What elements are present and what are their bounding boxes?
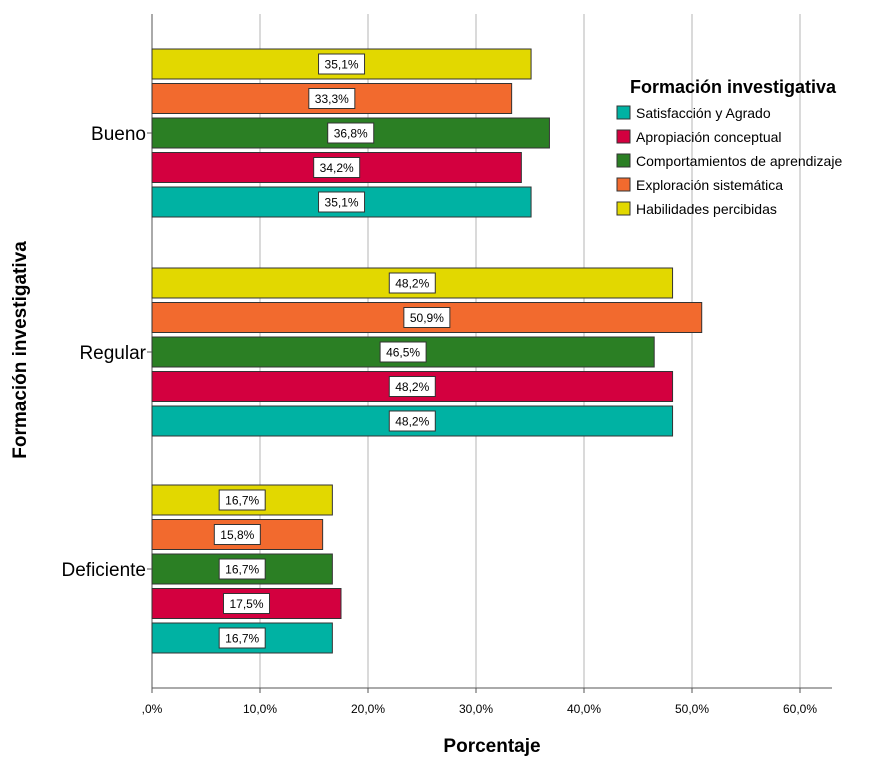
x-tick-label: ,0% (142, 702, 163, 716)
x-tick-label: 30,0% (459, 702, 493, 716)
category-label: Regular (79, 343, 146, 364)
x-tick-label: 20,0% (351, 702, 385, 716)
x-tick-label: 50,0% (675, 702, 709, 716)
data-label-box (313, 157, 361, 178)
data-label: 34,2% (320, 161, 354, 175)
legend-swatch (616, 105, 631, 120)
legend-swatch (616, 201, 631, 216)
category-label: Deficiente (62, 560, 147, 581)
x-tick-label: 60,0% (783, 702, 817, 716)
legend-item-label: Comportamientos de aprendizaje (636, 153, 842, 169)
data-label-box (388, 272, 436, 294)
data-label: 16,7% (225, 563, 259, 577)
legend-swatch (616, 129, 631, 144)
x-tick-label: 40,0% (567, 702, 601, 716)
data-label-box (318, 191, 366, 213)
data-label: 17,5% (229, 597, 263, 611)
legend-swatch (616, 177, 631, 192)
data-label-box (388, 376, 436, 397)
data-label-box (403, 307, 451, 328)
legend-title: Formación investigativa (630, 77, 837, 97)
legend-item-label: Exploración sistemática (636, 177, 783, 193)
data-label-box (318, 53, 366, 75)
y-axis-title: Formación investigativa (10, 241, 31, 459)
data-label: 35,1% (325, 58, 359, 72)
data-label-box (308, 88, 356, 109)
data-label: 50,9% (410, 311, 444, 325)
legend-item-label: Satisfacción y Agrado (636, 105, 771, 121)
category-label: Bueno (91, 124, 146, 145)
data-label: 33,3% (315, 92, 349, 106)
legend-item-label: Apropiación conceptual (636, 129, 782, 145)
data-label-box (388, 410, 436, 432)
data-label-box (218, 558, 266, 580)
x-tick-label: 10,0% (243, 702, 277, 716)
data-label: 46,5% (386, 346, 420, 360)
data-label: 16,7% (225, 494, 259, 508)
legend-item-label: Habilidades percibidas (636, 201, 777, 217)
data-label: 35,1% (325, 196, 359, 210)
data-label: 15,8% (220, 528, 254, 542)
data-label: 48,2% (395, 277, 429, 291)
data-label-box (223, 593, 270, 614)
data-label-box (213, 524, 261, 545)
data-label: 48,2% (395, 380, 429, 394)
data-label: 36,8% (334, 127, 368, 141)
data-label-box (218, 627, 266, 649)
x-axis-title: Porcentaje (443, 736, 540, 757)
legend-swatch (616, 153, 631, 168)
data-label: 48,2% (395, 415, 429, 429)
data-label-box (218, 489, 266, 511)
data-label: 16,7% (225, 632, 259, 646)
data-label-box (327, 122, 375, 144)
data-label-box (379, 341, 427, 363)
